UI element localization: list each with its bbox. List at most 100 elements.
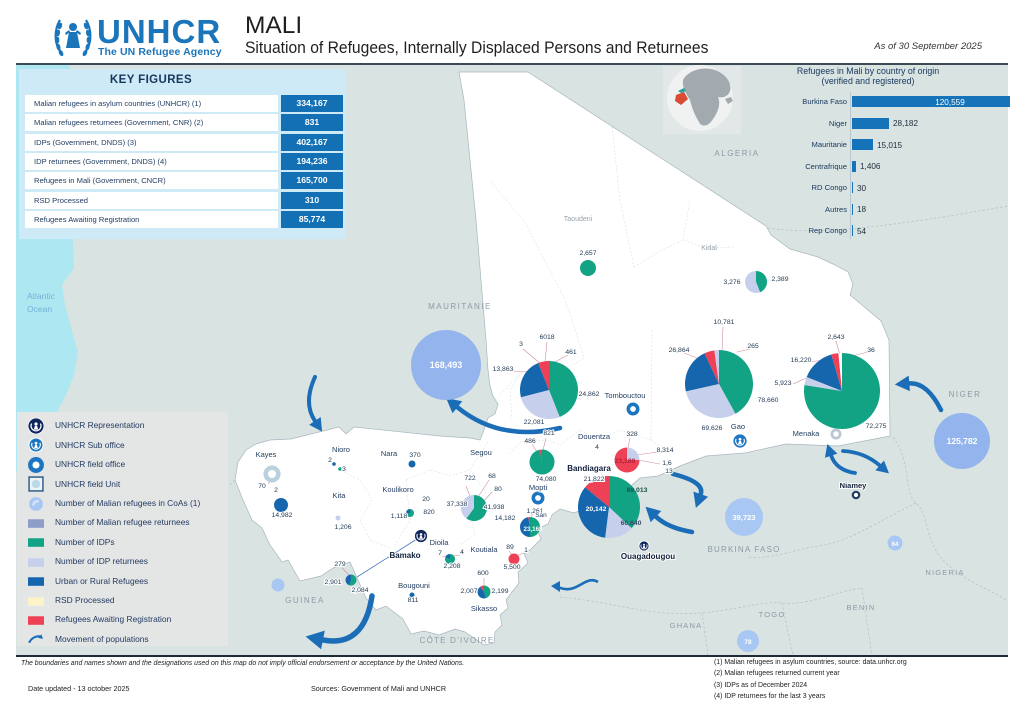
svg-text:811: 811 — [408, 597, 419, 604]
svg-text:74,080: 74,080 — [536, 476, 557, 483]
svg-text:Sikasso: Sikasso — [471, 604, 497, 613]
svg-text:41,938: 41,938 — [484, 504, 505, 511]
svg-text:1: 1 — [524, 547, 528, 554]
svg-text:8,314: 8,314 — [656, 447, 673, 454]
svg-text:23,180: 23,180 — [615, 458, 636, 465]
svg-text:2,643: 2,643 — [827, 334, 844, 341]
svg-text:Bamako: Bamako — [389, 551, 420, 560]
svg-text:14,982: 14,982 — [272, 512, 293, 519]
svg-text:69,013: 69,013 — [627, 487, 648, 494]
svg-text:Niamey: Niamey — [840, 481, 868, 490]
svg-text:821: 821 — [543, 430, 555, 437]
svg-text:370: 370 — [409, 452, 421, 459]
svg-text:37,338: 37,338 — [447, 501, 468, 508]
svg-text:Ocean: Ocean — [27, 304, 52, 314]
svg-text:78,660: 78,660 — [758, 397, 779, 404]
svg-text:2,007: 2,007 — [460, 588, 477, 595]
svg-text:1,206: 1,206 — [334, 524, 351, 531]
svg-text:Kita: Kita — [333, 491, 347, 500]
svg-text:70: 70 — [258, 483, 266, 490]
svg-text:6018: 6018 — [539, 334, 554, 341]
svg-text:69,626: 69,626 — [702, 425, 723, 432]
svg-text:89: 89 — [506, 544, 514, 551]
svg-text:ALGERIA: ALGERIA — [714, 149, 759, 158]
svg-text:14,182: 14,182 — [495, 515, 516, 522]
svg-text:Tombouctou: Tombouctou — [605, 391, 646, 400]
svg-text:64: 64 — [892, 542, 899, 548]
svg-text:168,493: 168,493 — [430, 360, 463, 370]
svg-text:Dioila: Dioila — [430, 538, 450, 547]
svg-text:2,199: 2,199 — [491, 588, 508, 595]
svg-text:24,862: 24,862 — [579, 391, 600, 398]
svg-text:Gao: Gao — [731, 422, 745, 431]
svg-text:10,781: 10,781 — [714, 319, 735, 326]
svg-text:461: 461 — [565, 349, 577, 356]
svg-text:Atlantic: Atlantic — [27, 291, 56, 301]
svg-text:14,982: 14,982 — [272, 512, 293, 519]
svg-text:MAURITANIE: MAURITANIE — [428, 302, 492, 311]
svg-text:7: 7 — [438, 550, 442, 557]
svg-text:36: 36 — [867, 347, 875, 354]
svg-text:26,864: 26,864 — [669, 347, 690, 354]
svg-text:BURKINA FASO: BURKINA FASO — [707, 545, 780, 554]
svg-text:8,314: 8,314 — [656, 447, 673, 454]
svg-text:2,084: 2,084 — [351, 587, 368, 594]
svg-text:14,182: 14,182 — [495, 515, 516, 522]
svg-text:1: 1 — [524, 547, 528, 554]
svg-text:NIGER: NIGER — [949, 390, 982, 399]
svg-text:20: 20 — [422, 496, 430, 503]
svg-text:Douentza: Douentza — [578, 432, 611, 441]
svg-text:3,276: 3,276 — [723, 279, 740, 286]
svg-text:Bandiagara: Bandiagara — [567, 464, 611, 473]
svg-text:3: 3 — [519, 341, 523, 348]
svg-text:Sikasso: Sikasso — [471, 604, 497, 613]
svg-text:Mopti: Mopti — [529, 483, 548, 492]
svg-text:820: 820 — [423, 509, 435, 516]
svg-text:80: 80 — [494, 486, 502, 493]
svg-text:722: 722 — [464, 475, 476, 482]
svg-text:Ouagadougou: Ouagadougou — [621, 552, 675, 561]
svg-text:Tombouctou: Tombouctou — [605, 391, 646, 400]
svg-text:68: 68 — [488, 473, 496, 480]
svg-text:Menaka: Menaka — [793, 429, 821, 438]
svg-text:80: 80 — [494, 486, 502, 493]
svg-text:2,199: 2,199 — [491, 588, 508, 595]
svg-text:5,500: 5,500 — [503, 564, 520, 571]
svg-text:72,275: 72,275 — [866, 423, 887, 430]
svg-text:Segou: Segou — [470, 448, 492, 457]
svg-text:1,261: 1,261 — [526, 508, 543, 515]
svg-text:328: 328 — [626, 431, 638, 438]
svg-text:13,863: 13,863 — [493, 366, 514, 373]
svg-text:1,118: 1,118 — [391, 513, 408, 520]
svg-text:BENIN: BENIN — [847, 603, 876, 612]
svg-text:486: 486 — [524, 438, 536, 445]
svg-text:Nara: Nara — [381, 449, 398, 458]
svg-text:Mopti: Mopti — [529, 483, 548, 492]
svg-text:4: 4 — [460, 549, 464, 556]
svg-text:4: 4 — [460, 549, 464, 556]
svg-text:328: 328 — [626, 431, 638, 438]
svg-text:3: 3 — [342, 466, 346, 473]
svg-text:GHANA: GHANA — [670, 621, 703, 630]
svg-text:1,6: 1,6 — [662, 460, 672, 467]
svg-text:10,781: 10,781 — [714, 319, 735, 326]
svg-text:Gao: Gao — [731, 422, 745, 431]
svg-text:265: 265 — [747, 343, 759, 350]
svg-text:San: San — [535, 512, 547, 519]
svg-text:70: 70 — [258, 483, 266, 490]
svg-text:5,500: 5,500 — [503, 564, 520, 571]
svg-text:2,643: 2,643 — [827, 334, 844, 341]
svg-text:Koulikoro: Koulikoro — [382, 485, 413, 494]
svg-text:Koutiala: Koutiala — [470, 545, 498, 554]
svg-text:Taoudeni: Taoudeni — [564, 216, 593, 223]
svg-text:Nioro: Nioro — [332, 445, 350, 454]
svg-text:820: 820 — [423, 509, 435, 516]
svg-text:Bandiagara: Bandiagara — [567, 464, 611, 473]
svg-text:Dioila: Dioila — [430, 538, 450, 547]
svg-text:821: 821 — [543, 430, 555, 437]
svg-text:486: 486 — [524, 438, 536, 445]
svg-text:Nioro: Nioro — [332, 445, 350, 454]
svg-text:Niamey: Niamey — [840, 481, 868, 490]
svg-text:2,657: 2,657 — [579, 250, 596, 257]
svg-text:21,822: 21,822 — [584, 476, 605, 483]
